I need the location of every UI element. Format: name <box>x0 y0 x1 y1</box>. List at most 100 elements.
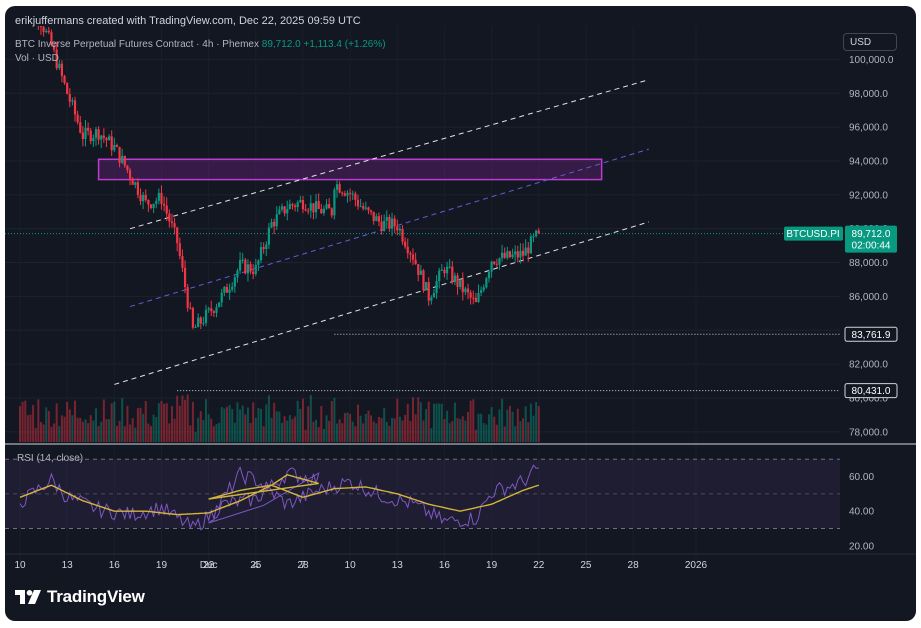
candle <box>393 215 396 234</box>
candle <box>139 188 142 206</box>
candle-body <box>76 114 79 123</box>
candle-body <box>241 259 244 261</box>
candle <box>110 130 113 157</box>
candle <box>385 210 388 229</box>
channel-lower-line[interactable] <box>114 221 649 385</box>
volume-bar <box>163 403 166 442</box>
resistance-zone[interactable] <box>97 158 603 181</box>
candle-body <box>147 199 150 205</box>
volume-bar <box>170 406 173 442</box>
volume-bar <box>364 413 367 442</box>
candle-body <box>66 83 69 95</box>
candle-body <box>409 253 412 255</box>
candle-body <box>139 194 142 202</box>
chart-svg[interactable]: 100,000.0 98,000.0 96,000.0 94,000.0 92,000.… <box>5 6 916 621</box>
candle-body <box>278 209 281 215</box>
candle-body <box>288 204 291 210</box>
candle-body <box>377 216 381 222</box>
volume-bar <box>307 406 310 442</box>
candle-body <box>107 136 111 141</box>
volume-bar <box>178 405 181 442</box>
volume-bar <box>414 414 417 442</box>
volume-label[interactable]: Vol · USD <box>15 53 59 64</box>
volume-bar <box>262 426 265 442</box>
candle <box>364 201 367 211</box>
volume-bar <box>456 418 459 442</box>
candle-body <box>35 6 37 8</box>
candle-body <box>461 279 464 293</box>
candle <box>286 200 289 221</box>
level-label-text: 80,431.0 <box>852 386 891 397</box>
candle <box>107 134 111 141</box>
candle <box>97 126 100 145</box>
volume-bar <box>370 415 373 442</box>
candle-body <box>81 132 84 140</box>
candle <box>142 191 145 210</box>
candle <box>425 281 428 291</box>
channel-upper-line[interactable] <box>129 79 649 230</box>
volume-bar <box>267 395 270 442</box>
candle-body <box>414 259 417 265</box>
tradingview-brand[interactable]: TradingView <box>15 587 145 607</box>
candle <box>178 237 181 260</box>
volume-bar <box>438 403 441 442</box>
volume-bar <box>406 403 409 442</box>
candle-body <box>79 122 82 133</box>
candle <box>168 209 171 228</box>
candle-body <box>249 264 252 272</box>
y-tick-label: 92,000.0 <box>849 190 888 201</box>
candle-body <box>157 192 160 201</box>
symbol-info[interactable]: BTC Inverse Perpetual Futures Contract ·… <box>15 39 386 50</box>
candle-body <box>73 100 77 115</box>
candle-body <box>535 230 538 237</box>
volume-bar <box>440 403 443 442</box>
candle <box>472 290 475 305</box>
candle <box>312 203 315 220</box>
currency-selector[interactable]: USD <box>843 33 897 51</box>
candle <box>186 283 189 312</box>
candle-body <box>503 252 506 258</box>
volume-bar <box>115 425 118 442</box>
chart-frame: 100,000.0 98,000.0 96,000.0 94,000.0 92,000.… <box>5 6 916 621</box>
candle <box>317 193 320 210</box>
candle <box>495 258 498 268</box>
volume-bar <box>503 426 506 442</box>
volume-bar <box>354 426 357 442</box>
candle <box>453 272 457 286</box>
candle-body <box>328 204 331 209</box>
candle-body <box>220 292 223 303</box>
volume-bar <box>281 422 283 442</box>
candle-body <box>490 261 493 272</box>
volume-bar <box>315 419 318 442</box>
level-label-text: 83,761.9 <box>852 330 891 341</box>
volume-bar <box>529 403 532 442</box>
candle <box>369 209 373 216</box>
rsi-ma-line <box>19 474 539 516</box>
candle-body <box>275 214 278 227</box>
x-tick-label: 25 <box>250 560 262 571</box>
candle-body <box>233 277 236 287</box>
candle-body <box>516 251 519 258</box>
candle <box>152 203 155 214</box>
candle <box>506 246 509 260</box>
candle-body <box>121 155 124 163</box>
volume-bar <box>398 416 401 442</box>
candle-body <box>482 287 485 291</box>
candle <box>218 302 221 308</box>
y-tick-label: 94,000.0 <box>849 156 888 167</box>
candle-body <box>110 136 113 151</box>
candle <box>325 199 328 210</box>
volume-bar <box>328 420 331 442</box>
candle <box>291 202 294 210</box>
rsi-label[interactable]: RSI (14, close) <box>17 453 83 464</box>
candle <box>215 303 218 318</box>
candle <box>223 286 226 297</box>
candle <box>220 288 223 308</box>
x-tick-label: 10 <box>14 560 26 571</box>
x-tick-label: 28 <box>297 560 309 571</box>
y-tick-label: 78,000.0 <box>849 427 888 438</box>
volume-bar <box>212 426 215 442</box>
candle-body <box>265 244 268 249</box>
volume-bar <box>189 425 192 442</box>
volume-bar <box>351 421 354 442</box>
